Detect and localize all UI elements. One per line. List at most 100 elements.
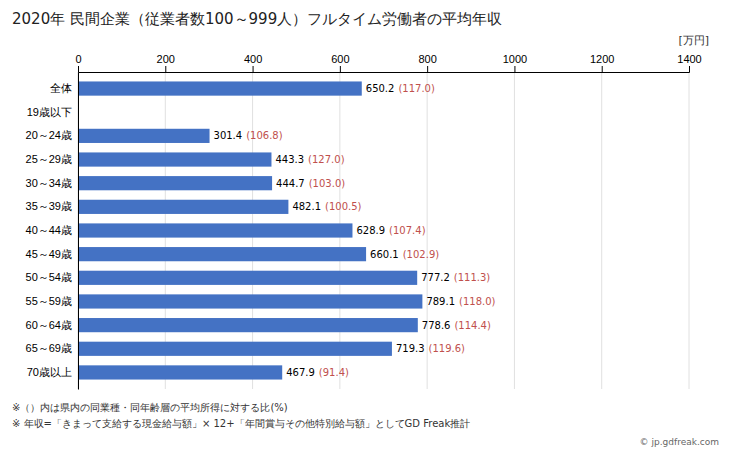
x-tick-label: 1200 — [590, 53, 614, 65]
data-label: 444.7 (103.0) — [276, 178, 345, 189]
data-label: 482.1(100.5) — [292, 201, 361, 212]
ratio-label: (103.0) — [309, 178, 346, 189]
ratio-label: (107.4) — [389, 225, 426, 236]
x-tick-mark — [689, 66, 690, 72]
bar — [78, 152, 271, 166]
x-tick-mark — [165, 66, 166, 72]
y-tick: 60～64歳 — [26, 319, 78, 331]
data-label: 719.3 (119.6) — [396, 343, 465, 354]
y-tick: 30～34歳 — [26, 177, 78, 189]
y-tick-label: 25～29歳 — [26, 153, 72, 165]
bar — [78, 81, 362, 95]
ratio-label: (117.0) — [398, 83, 435, 94]
ratio-label: (91.4) — [319, 367, 349, 378]
value-label: 660.1 — [370, 249, 399, 260]
grid-line — [427, 72, 428, 389]
x-tick: 1200 — [590, 53, 614, 72]
y-tick-label: 全体 — [50, 82, 72, 94]
value-label: 444.7 — [276, 178, 305, 189]
bar — [78, 200, 288, 214]
plot: 650.2(117.0) 301.4(106.8) 443.3(127.0) 444.… — [26, 53, 702, 390]
data-label: 467.9(91.4) — [286, 367, 349, 378]
bars — [78, 81, 422, 379]
grid-line — [601, 72, 602, 389]
y-tick: 25～29歳 — [26, 153, 78, 165]
ratio-label: (119.6) — [429, 343, 466, 354]
y-tick: 65～69歳 — [26, 342, 78, 354]
x-tick: 400 — [244, 53, 262, 72]
data-label: 650.2(117.0) — [366, 83, 435, 94]
x-tick-label: 1000 — [503, 53, 527, 65]
y-tick: 全体 — [50, 82, 78, 94]
x-tick-label: 0 — [75, 53, 81, 65]
title: 2020年 民間企業（従業者数100～999人）フルタイム労働者の平均年収 — [12, 10, 502, 28]
value-label: 777.2 — [421, 272, 450, 283]
x-tick-label: 800 — [418, 53, 436, 65]
value-label: 443.3 — [275, 154, 304, 165]
grid-line — [514, 72, 515, 389]
x-tick-mark — [427, 66, 428, 72]
data-label: 628.9 (107.4) — [356, 225, 425, 236]
ratio-label: (118.0) — [459, 296, 496, 307]
y-tick-label: 30～34歳 — [26, 177, 72, 189]
value-label: 719.3 — [396, 343, 425, 354]
ratio-label: (100.5) — [325, 201, 362, 212]
x-tick: 200 — [157, 53, 175, 72]
watermark: © jp.gdfreak.com — [640, 437, 719, 447]
x-tick-label: 400 — [244, 53, 262, 65]
y-tick-label: 50～54歳 — [26, 271, 72, 283]
x-tick-label: 200 — [157, 53, 175, 65]
y-tick-label: 19歳以下 — [27, 106, 72, 118]
y-tick-label: 70歳以上 — [27, 366, 72, 378]
data-label: 660.1 (102.9) — [370, 249, 439, 260]
x-tick-mark — [602, 66, 603, 72]
x-tick-label: 1400 — [677, 53, 701, 65]
grid-line — [78, 72, 79, 389]
value-label: 301.4 — [214, 130, 243, 141]
y-axis-line — [78, 73, 79, 390]
chart: 2020年 民間企業（従業者数100～999人）フルタイム労働者の平均年収 650… — [0, 0, 729, 451]
bar — [78, 318, 418, 332]
data-label: 443.3(127.0) — [275, 154, 344, 165]
x-axis-line — [79, 66, 690, 73]
ratio-label: (102.9) — [403, 249, 440, 260]
value-label: 650.2 — [366, 83, 395, 94]
y-tick: 45～49歳 — [26, 248, 78, 260]
x-tick: 800 — [418, 53, 436, 72]
y-tick: 19歳以下 — [27, 106, 78, 118]
x-tick-mark — [340, 66, 341, 72]
value-label: 789.1 — [426, 296, 455, 307]
y-tick: 20～24歳 — [26, 129, 78, 141]
x-tick-mark — [78, 66, 79, 72]
y-tick-label: 60～64歳 — [26, 319, 72, 331]
x-tick-label: 600 — [331, 53, 349, 65]
data-label: 777.2(111.3) — [421, 272, 490, 283]
data-label: 301.4(106.8) — [214, 130, 283, 141]
bar — [78, 247, 366, 261]
y-tick-label: 65～69歳 — [26, 342, 72, 354]
bar — [78, 342, 392, 356]
y-tick-label: 40～44歳 — [26, 224, 72, 236]
bar — [78, 271, 417, 285]
y-tick-label: 45～49歳 — [26, 248, 72, 260]
footnote: ※（）内は県内の同業種・同年齢層の平均所得に対する比(%) — [12, 402, 288, 413]
value-label: 628.9 — [356, 225, 385, 236]
bar — [78, 129, 210, 143]
y-tick: 35～39歳 — [26, 200, 78, 212]
footnote: ※ 年収=「きまって支給する現金給与額」× 12+「年間賞与その他特別給与額」と… — [12, 418, 470, 429]
ratio-label: (106.8) — [246, 130, 283, 141]
x-tick-mark — [514, 66, 515, 72]
grid — [78, 72, 689, 389]
bar — [78, 223, 352, 237]
data-label: 778.6(114.4) — [422, 320, 491, 331]
x-tick-mark — [253, 66, 254, 72]
bar — [78, 294, 422, 308]
x-tick: 1000 — [503, 53, 527, 72]
value-label: 778.6 — [422, 320, 451, 331]
bar — [78, 176, 272, 190]
data-labels: 650.2(117.0) 301.4(106.8) 443.3(127.0) 444.… — [214, 83, 496, 378]
x-axis: 0 200 400 600 800 1000 1200 1400 — [75, 53, 701, 73]
x-tick: 1400 — [677, 53, 701, 72]
y-tick-label: 35～39歳 — [26, 200, 72, 212]
x-tick: 600 — [331, 53, 349, 72]
